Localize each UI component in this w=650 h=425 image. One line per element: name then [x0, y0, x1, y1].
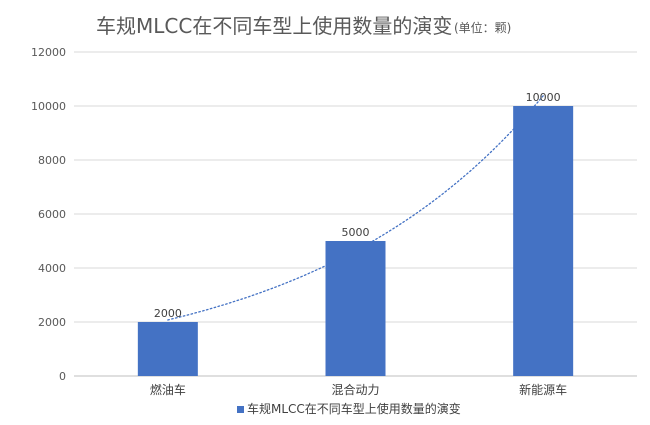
y-axis-tick-labels: 0 2000 4000 6000 8000 10000 12000 [31, 46, 66, 383]
y-tick-label: 4000 [38, 262, 66, 275]
x-category-label: 新能源车 [519, 382, 567, 397]
bar [513, 106, 574, 376]
legend-swatch [237, 406, 244, 413]
data-label: 2000 [154, 307, 182, 320]
chart-title: 车规MLCC在不同车型上使用数量的演变 [96, 14, 452, 38]
y-tick-label: 2000 [38, 316, 66, 329]
legend: 车规MLCC在不同车型上使用数量的演变 [237, 401, 461, 416]
chart-subtitle: (单位：颗) [454, 20, 511, 35]
x-axis-category-labels: 燃油车 混合动力 新能源车 [150, 382, 567, 397]
y-tick-label: 12000 [31, 46, 66, 59]
bar [325, 241, 386, 376]
y-tick-label: 8000 [38, 154, 66, 167]
y-tick-label: 10000 [31, 100, 66, 113]
x-category-label: 燃油车 [150, 382, 186, 397]
legend-label: 车规MLCC在不同车型上使用数量的演变 [247, 401, 461, 416]
bar [137, 322, 198, 376]
trendline [167, 95, 544, 321]
x-category-label: 混合动力 [331, 382, 379, 397]
y-tick-label: 0 [59, 370, 66, 383]
trendline-path [167, 95, 544, 321]
data-label: 5000 [342, 226, 370, 239]
data-labels: 2000 5000 10000 [154, 91, 561, 320]
data-label: 10000 [526, 91, 561, 104]
y-tick-label: 6000 [38, 208, 66, 221]
bars [137, 106, 574, 376]
